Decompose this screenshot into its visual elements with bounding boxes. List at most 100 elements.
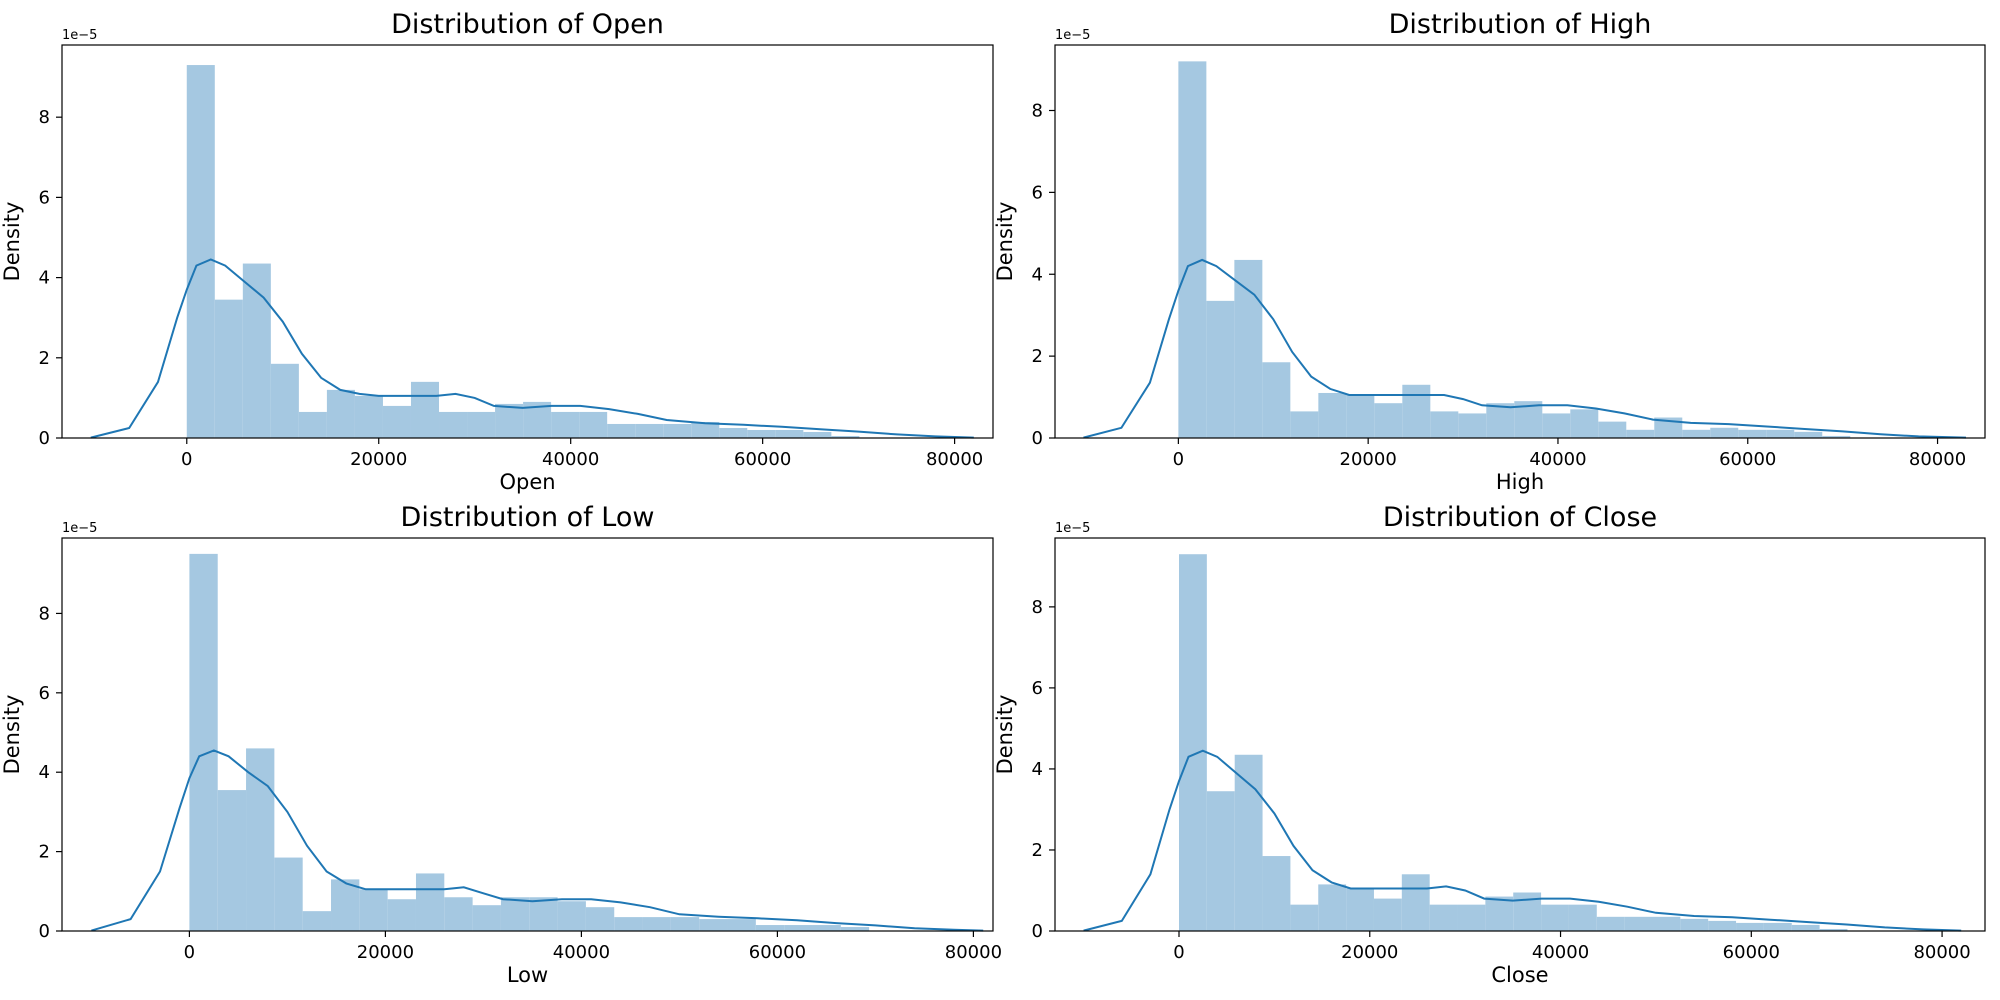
histogram-bar xyxy=(1794,431,1823,438)
histogram-bar xyxy=(663,423,692,438)
histogram-bar xyxy=(614,917,643,931)
histogram-bar xyxy=(840,927,870,931)
histogram-bar xyxy=(1346,888,1374,931)
histogram-bar xyxy=(1542,413,1571,438)
histogram-bar xyxy=(1680,918,1709,931)
histogram-bar xyxy=(642,917,671,931)
y-axis-label: Density xyxy=(993,202,1017,282)
histogram-bar xyxy=(1710,427,1739,438)
x-tick-label: 20000 xyxy=(357,942,414,963)
histogram-bar xyxy=(410,381,440,438)
x-tick-label: 40000 xyxy=(542,449,599,470)
y-tick-label: 4 xyxy=(1032,759,1043,780)
histogram-bar xyxy=(1596,916,1625,931)
histogram-bar xyxy=(1234,259,1263,438)
histogram-bar xyxy=(529,897,558,931)
y-offset-label: 1e−5 xyxy=(62,28,97,43)
chart-title: Distribution of Close xyxy=(1383,502,1657,533)
kde-line xyxy=(91,749,984,932)
chart-title: Distribution of Low xyxy=(401,502,655,533)
y-offset-label: 1e−5 xyxy=(62,521,97,536)
y-axis-label: Density xyxy=(0,695,24,775)
x-axis-label: High xyxy=(1496,470,1544,494)
y-tick-label: 8 xyxy=(1032,101,1043,122)
chart-title: Distribution of Open xyxy=(391,9,664,40)
histogram-bar xyxy=(585,907,615,931)
axes-frame xyxy=(61,44,994,439)
histogram-bar xyxy=(1234,754,1263,931)
histogram-bar xyxy=(415,873,445,931)
y-tick-label: 2 xyxy=(1032,346,1043,367)
subplot-open: 0 20000 40000 60000 80000 0 2 4 6 8 1e−5 Distributi… xyxy=(0,9,994,494)
histogram-bar xyxy=(1262,856,1291,931)
histogram-bar xyxy=(1766,429,1795,438)
histogram-bar xyxy=(1736,922,1764,931)
y-tick-label: 6 xyxy=(39,683,50,704)
histogram-bar xyxy=(1318,392,1347,438)
axes-frame xyxy=(1054,537,1986,932)
histogram-bar xyxy=(1318,884,1347,931)
histogram-bar xyxy=(270,363,299,438)
histogram-bar xyxy=(1402,384,1431,438)
y-tick-label: 2 xyxy=(1032,840,1043,861)
y-tick-label: 6 xyxy=(39,187,50,208)
histogram-bar xyxy=(326,389,355,438)
x-axis-label: Low xyxy=(507,963,548,987)
y-offset-label: 1e−5 xyxy=(1055,521,1090,536)
histogram-bar xyxy=(472,905,501,931)
kde-line xyxy=(1083,258,1967,439)
x-tick-label: 60000 xyxy=(749,942,806,963)
x-tick-label: 60000 xyxy=(734,449,791,470)
y-tick-label: 4 xyxy=(39,268,50,289)
histogram-bar xyxy=(1708,920,1737,931)
histogram-bar xyxy=(382,405,411,438)
histogram-bar xyxy=(242,263,271,438)
histogram-bar xyxy=(1626,429,1655,438)
histogram-bar xyxy=(1458,413,1487,438)
y-axis-label: Density xyxy=(0,202,24,282)
histogram-bar xyxy=(331,879,360,931)
axes-frame xyxy=(1054,44,1986,439)
histogram-bar xyxy=(775,429,804,438)
histogram-bar xyxy=(1624,916,1653,931)
x-tick-label: 0 xyxy=(184,942,195,963)
y-tick-label: 0 xyxy=(1032,921,1043,942)
histogram-bar xyxy=(1179,554,1207,931)
kde-line xyxy=(90,258,974,439)
y-tick-label: 8 xyxy=(39,603,50,624)
histogram-bar xyxy=(246,748,275,931)
histogram-bar xyxy=(1652,916,1681,931)
y-axis-label: Density xyxy=(993,695,1017,775)
x-tick-label: 0 xyxy=(1173,942,1184,963)
histogram-bar xyxy=(298,411,327,438)
histogram-bar xyxy=(1346,395,1375,438)
histogram-bar xyxy=(1822,435,1851,438)
histogram-bar xyxy=(1430,411,1459,438)
x-tick-label: 80000 xyxy=(926,449,983,470)
y-tick-label: 0 xyxy=(39,428,50,449)
histogram-bar xyxy=(1541,904,1569,931)
subplot-low: 0 20000 40000 60000 80000 0 2 4 6 8 1e−5 Distributi… xyxy=(0,502,1002,987)
x-tick-label: 80000 xyxy=(1909,449,1966,470)
y-tick-label: 4 xyxy=(1032,264,1043,285)
histogram-bar xyxy=(467,411,496,438)
histogram-bar xyxy=(439,411,468,438)
histogram-bar xyxy=(189,553,218,931)
chart-title: Distribution of High xyxy=(1389,9,1652,40)
histogram-bar xyxy=(444,897,473,931)
histogram-bar xyxy=(691,421,720,438)
x-tick-label: 0 xyxy=(1173,449,1184,470)
x-tick-label: 40000 xyxy=(1529,449,1586,470)
y-tick-label: 2 xyxy=(39,348,50,369)
histogram-bar xyxy=(1791,924,1820,931)
kde-line xyxy=(1083,749,1962,932)
histogram-bar xyxy=(217,790,247,931)
histogram-bar xyxy=(607,423,636,438)
histogram-bar xyxy=(1598,421,1627,438)
histogram-bar xyxy=(557,901,586,931)
y-tick-label: 8 xyxy=(1032,597,1043,618)
histogram-bar xyxy=(354,395,383,438)
x-tick-label: 80000 xyxy=(1913,942,1970,963)
y-tick-label: 0 xyxy=(39,921,50,942)
histogram-bar xyxy=(1373,898,1402,931)
